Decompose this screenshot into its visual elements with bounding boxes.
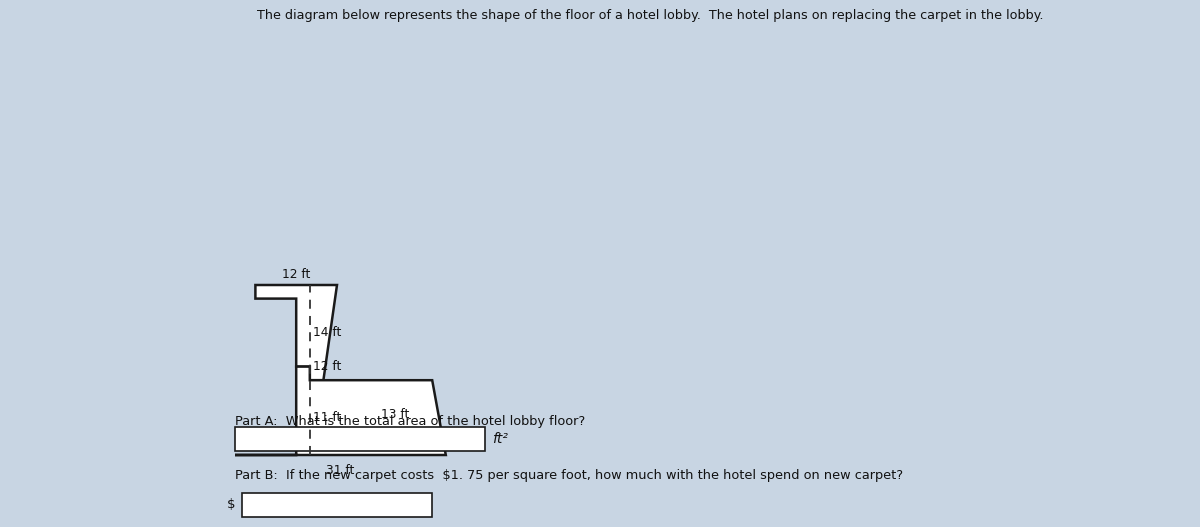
Text: 12 ft: 12 ft: [282, 268, 311, 281]
Text: 14 ft: 14 ft: [312, 326, 341, 339]
Text: 12 ft: 12 ft: [312, 360, 341, 374]
Text: Part B:  If the new carpet costs  $1. 75 per square foot, how much with the hote: Part B: If the new carpet costs $1. 75 p…: [235, 469, 904, 482]
Polygon shape: [256, 285, 337, 380]
Text: The diagram below represents the shape of the floor of a hotel lobby.  The hotel: The diagram below represents the shape o…: [257, 9, 1043, 22]
Bar: [235, 427, 485, 451]
Text: Part A:  What is the total area of the hotel lobby floor?: Part A: What is the total area of the ho…: [235, 415, 586, 428]
Bar: [242, 493, 432, 517]
Text: ft²: ft²: [492, 432, 508, 446]
Polygon shape: [235, 367, 446, 455]
Text: $: $: [227, 499, 235, 512]
Text: 11 ft: 11 ft: [312, 411, 341, 424]
Text: 13 ft: 13 ft: [382, 408, 409, 421]
Text: 31 ft: 31 ft: [326, 464, 354, 477]
